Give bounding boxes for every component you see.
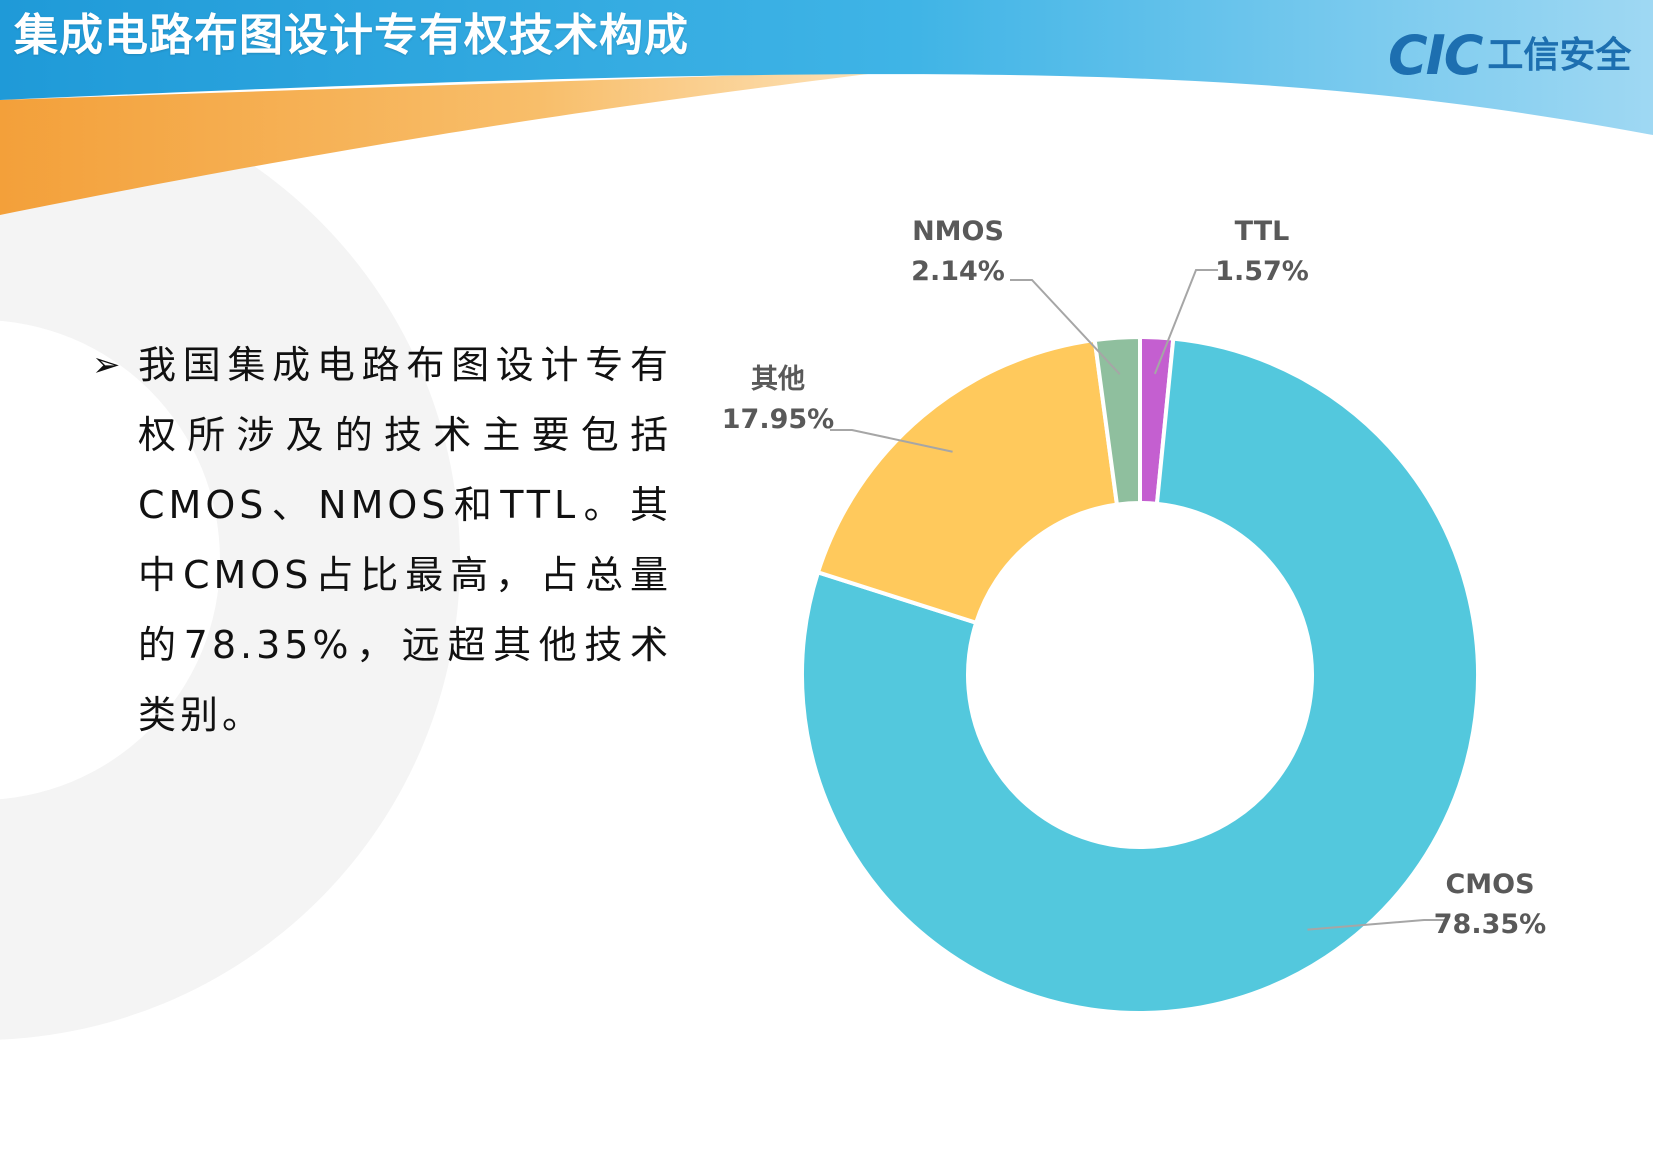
- leader-line-cmos: [1307, 919, 1446, 931]
- logo-text: 工信安全: [1487, 35, 1632, 76]
- slice-series-2: [815, 337, 1120, 626]
- label-value-cmos: 78.35%: [1434, 909, 1546, 940]
- leader-line-nmos: [1010, 279, 1121, 375]
- cic-logo: CIC 工信安全: [1388, 28, 1631, 84]
- logo-mark: CIC: [1388, 24, 1483, 87]
- slice-cmos: [800, 336, 1480, 1015]
- label-value-ttl: 1.57%: [1215, 256, 1309, 287]
- bullet-text: 我国集成电路布图设计专有权所涉及的技术主要包括CMOS、NMOS和TTL。其中C…: [138, 343, 672, 737]
- leader-line-ttl: [1153, 269, 1218, 375]
- slice-nmos: [1092, 334, 1142, 507]
- label-name-nmos: NMOS: [912, 216, 1004, 247]
- arrow-bullet-icon: ➢: [92, 345, 121, 385]
- bullet-point: ➢ 我国集成电路布图设计专有权所涉及的技术主要包括CMOS、NMOS和TTL。其…: [92, 330, 672, 750]
- page-title: 集成电路布图设计专有权技术构成: [14, 10, 689, 61]
- label-value-series-2: 17.95%: [722, 404, 834, 435]
- label-value-nmos: 2.14%: [911, 256, 1005, 287]
- label-name-series-2: 其他: [751, 364, 805, 395]
- leader-line-series-2: [830, 429, 953, 453]
- label-name-ttl: TTL: [1235, 216, 1290, 247]
- label-name-cmos: CMOS: [1445, 869, 1534, 900]
